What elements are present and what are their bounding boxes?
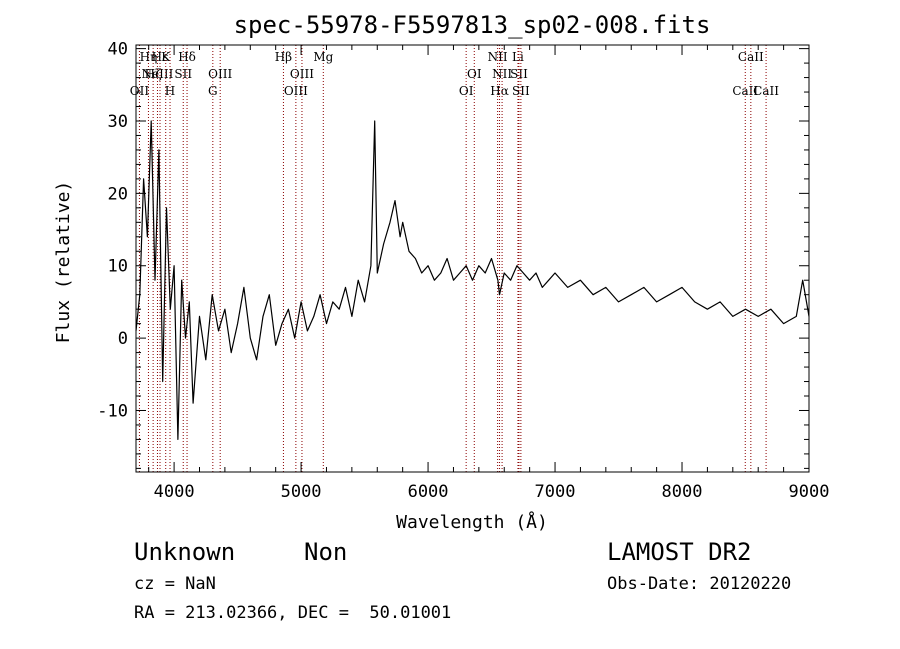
obs-date-label: Obs-Date: 20120220: [607, 574, 792, 594]
line-label-19: NII: [492, 67, 512, 81]
line-label-14: Mg: [313, 50, 333, 64]
line-label-23: CaII: [732, 84, 758, 98]
x-tick-label-5: 9000: [789, 482, 830, 502]
line-label-25: CaII: [753, 84, 779, 98]
y-tick-label-4: 30: [108, 112, 128, 132]
line-label-13: OIII: [290, 67, 314, 81]
object-class-label: Unknown: [134, 538, 236, 566]
y-tick-label-0: -10: [97, 401, 128, 421]
line-label-5: K: [161, 50, 171, 64]
line-label-6: H: [165, 84, 175, 98]
line-label-12: OIII: [284, 84, 308, 98]
y-tick-label-1: 0: [118, 329, 128, 349]
line-label-11: Hβ: [275, 50, 292, 64]
y-tick-label-2: 10: [108, 257, 128, 277]
line-label-21: SII: [510, 67, 528, 81]
plot-area: OIIHηHζNeIIIHεKHSIIHδGOIIIHβOIIIOIIIMgOI…: [97, 40, 829, 502]
x-tick-label-3: 7000: [535, 482, 576, 502]
survey-label: LAMOST DR2: [607, 538, 752, 566]
line-label-7: SII: [174, 67, 192, 81]
x-tick-label-4: 8000: [662, 482, 703, 502]
line-label-0: OII: [130, 84, 150, 98]
plot-frame: [135, 44, 810, 473]
x-tick-label-1: 5000: [281, 482, 322, 502]
line-label-18: Hα: [490, 84, 509, 98]
line-label-4: Hε: [152, 50, 169, 64]
y-tick-label-5: 40: [108, 40, 128, 60]
line-label-16: OI: [467, 67, 482, 81]
line-label-22: SII: [512, 84, 530, 98]
line-label-2: Hζ: [145, 67, 162, 81]
y-axis-label: Flux (relative): [53, 181, 74, 344]
coordinates-label: RA = 213.02366, DEC = 50.01001: [134, 603, 452, 623]
x-axis-label: Wavelength (Å): [396, 511, 548, 533]
line-label-20: Li: [512, 50, 524, 64]
line-label-17: NII: [488, 50, 508, 64]
spectrum-chart: spec-55978-F5597813_sp02-008.fits OIIHηH…: [53, 11, 829, 533]
cz-label: cz = NaN: [134, 574, 216, 594]
line-label-15: OI: [459, 84, 474, 98]
line-label-24: CaII: [738, 50, 764, 64]
chart-title: spec-55978-F5597813_sp02-008.fits: [234, 11, 711, 39]
line-label-9: G: [208, 84, 218, 98]
line-label-3: NeIII: [142, 67, 174, 81]
subclass-label: Non: [304, 538, 348, 566]
x-tick-label-2: 6000: [408, 482, 449, 502]
line-label-8: Hδ: [178, 50, 196, 64]
spectrum-series-0: [135, 120, 810, 440]
y-tick-label-3: 20: [108, 184, 128, 204]
x-tick-label-0: 4000: [154, 482, 195, 502]
line-label-10: OIII: [208, 67, 232, 81]
